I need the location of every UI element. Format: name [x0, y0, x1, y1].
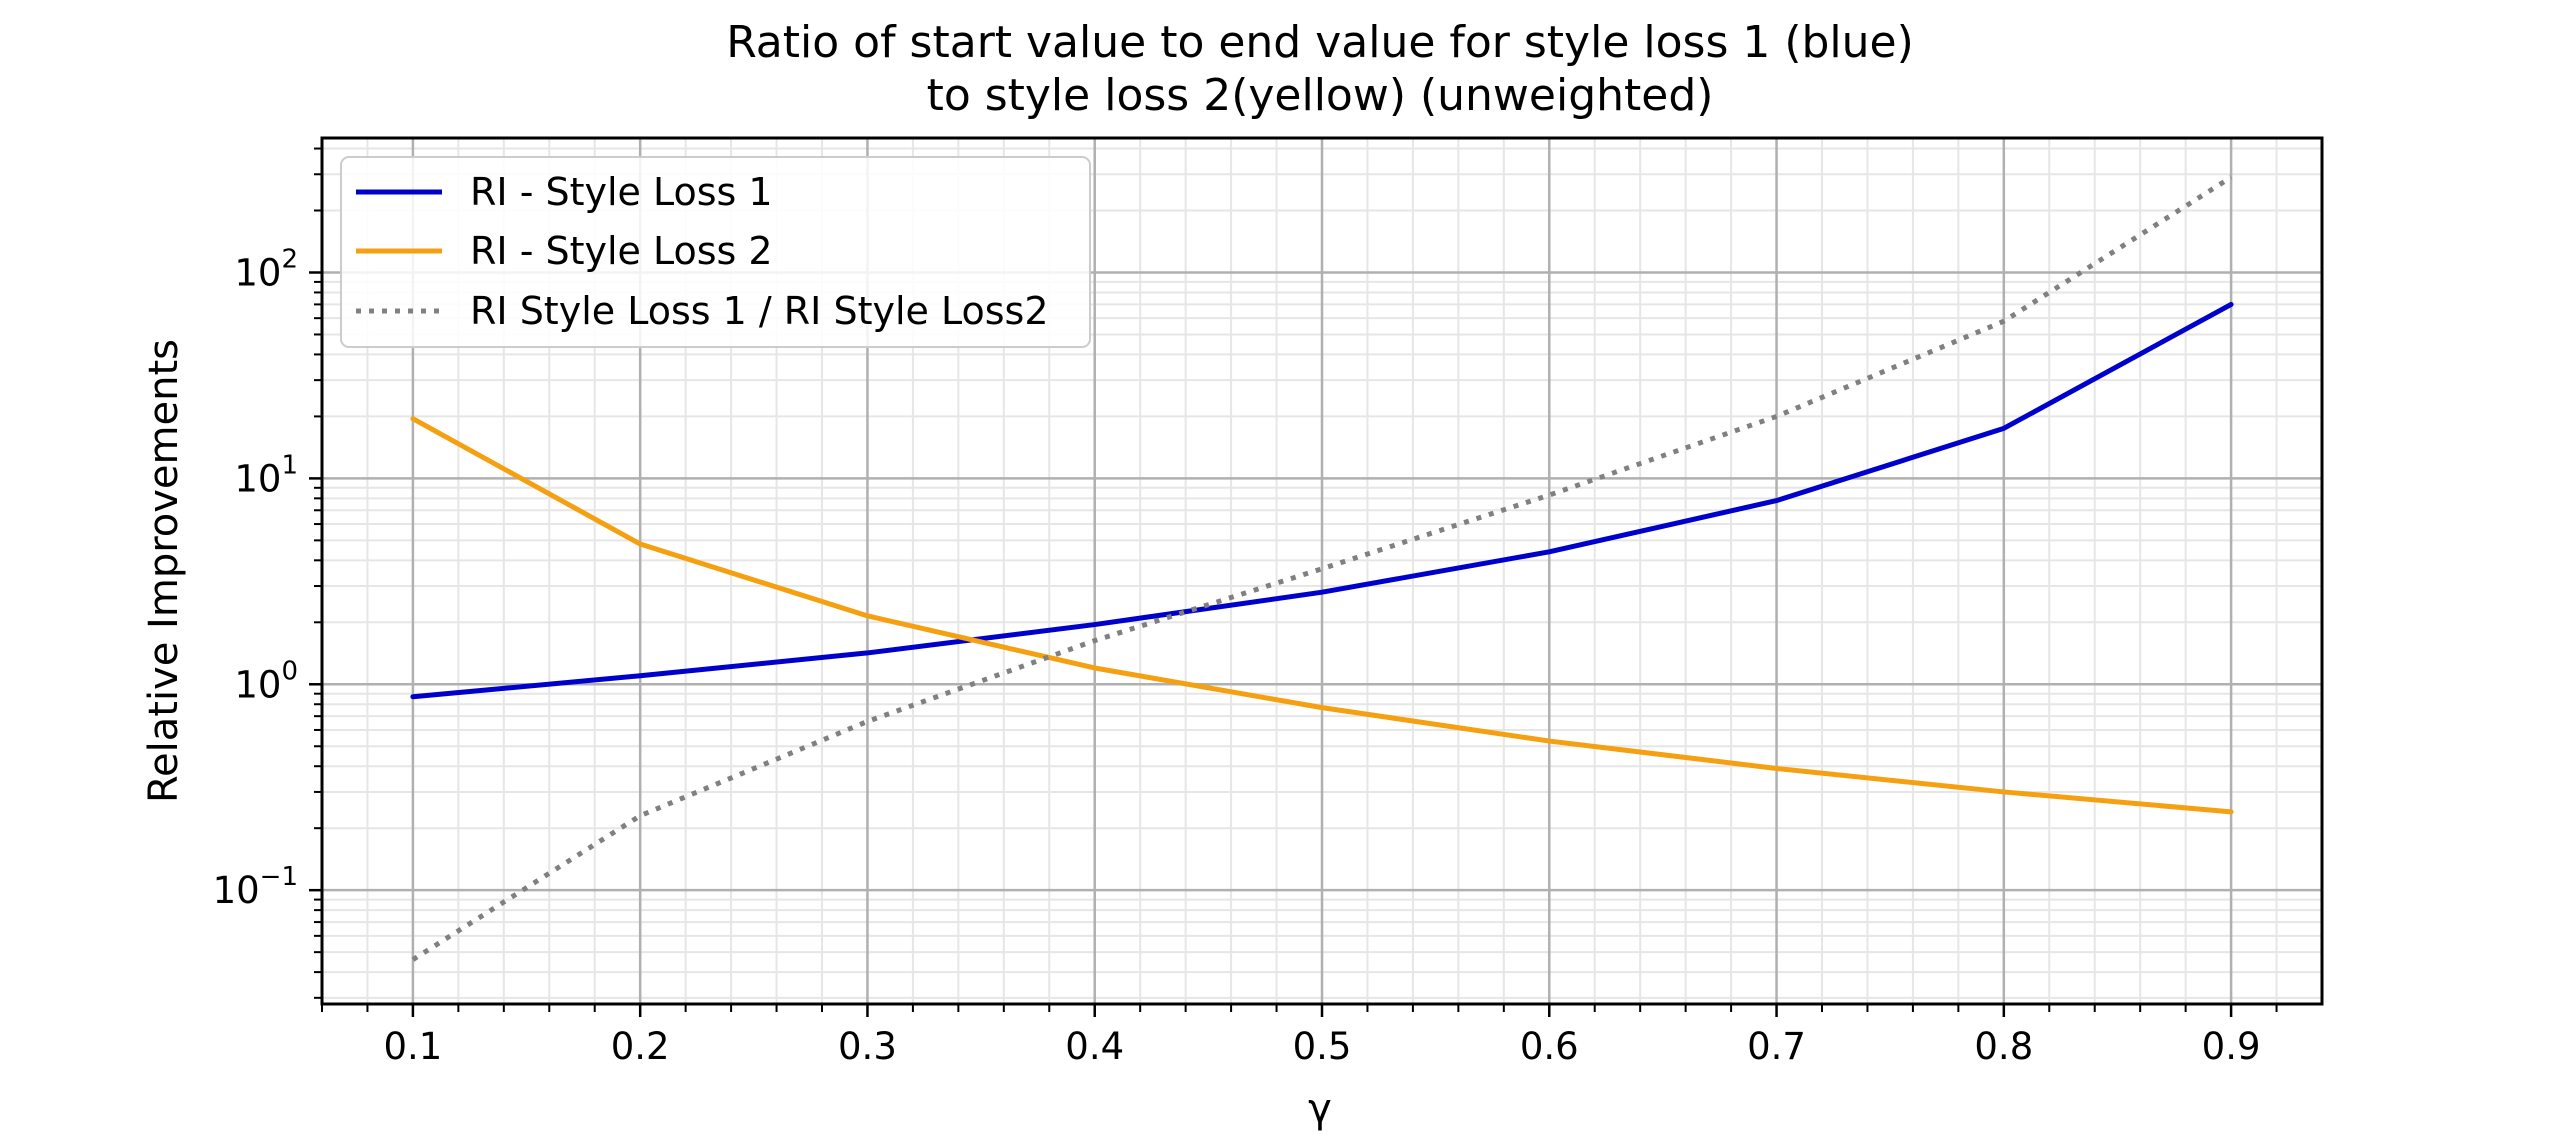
x-tick-label: 0.5: [1293, 1025, 1352, 1068]
x-tick-label: 0.2: [611, 1025, 670, 1068]
x-tick-label: 0.4: [1065, 1025, 1124, 1068]
x-tick-label: 0.6: [1520, 1025, 1579, 1068]
y-tick-label: 102: [234, 244, 298, 294]
legend-label-ri-style-loss-1: RI - Style Loss 1: [470, 170, 773, 214]
x-axis-label: γ: [1308, 1086, 1332, 1132]
series-line-2: [410, 416, 2234, 815]
x-tick-label: 0.1: [383, 1025, 442, 1068]
x-tick-label: 0.3: [838, 1025, 897, 1068]
chart-title-line-2: to style loss 2(yellow) (unweighted): [927, 70, 1714, 121]
y-axis-label: Relative Improvements: [141, 339, 187, 803]
y-tick-label: 100: [234, 656, 298, 706]
y-tick-label: 10−1: [213, 862, 298, 912]
legend-label-ri-style-loss-2: RI - Style Loss 2: [470, 229, 773, 273]
x-tick-label: 0.7: [1747, 1025, 1806, 1068]
x-axis-ticks: 0.1 0.2 0.3 0.4 0.5 0.6 0.7 0.8 0.9: [321, 1004, 2278, 1068]
legend-label-ratio: RI Style Loss 1 / RI Style Loss2: [470, 289, 1049, 333]
x-tick-label: 0.9: [2202, 1025, 2261, 1068]
legend: RI - Style Loss 1 RI - Style Loss 2 RI S…: [340, 156, 1091, 348]
y-tick-label: 101: [234, 450, 298, 500]
series-line-1: [410, 301, 2234, 700]
legend-box: [340, 156, 1091, 348]
series-line-3: [411, 175, 2233, 962]
chart-title-line-1: Ratio of start value to end value for st…: [726, 17, 1914, 68]
x-tick-label: 0.8: [1974, 1025, 2033, 1068]
plot-series: [410, 175, 2234, 962]
y-axis-ticks: 10−1 100 101 102: [213, 147, 322, 999]
